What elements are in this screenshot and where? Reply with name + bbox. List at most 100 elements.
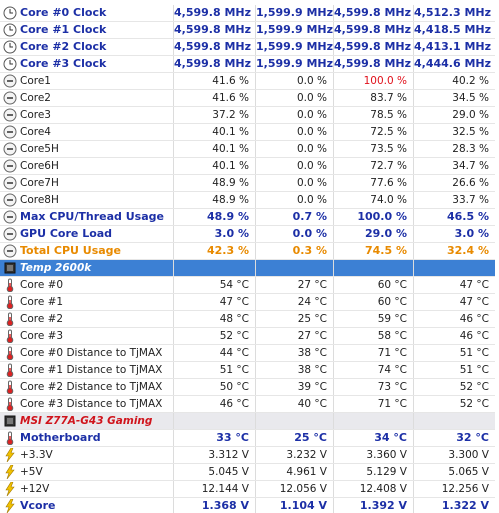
row-icon — [6, 312, 14, 326]
sensor-value: 4,599.8 MHz — [333, 38, 412, 55]
sensor-row: Total CPU Usage 42.3 % 0.3 % 74.5 % 32.4 % — [0, 242, 495, 260]
sensor-value: 5.045 V — [173, 463, 255, 480]
sensor-value: 0.3 % — [255, 242, 333, 259]
sensor-value: 1,599.9 MHz — [255, 38, 334, 55]
sensor-value: 1,599.9 MHz — [255, 21, 334, 38]
sensor-value: 40 °C — [255, 395, 333, 412]
sensor-value: 1,599.9 MHz — [255, 55, 334, 72]
sensor-row: GPU Core Load 3.0 % 0.0 % 29.0 % 3.0 % — [0, 225, 495, 243]
sensor-label: Core #3 Clock — [20, 56, 107, 70]
sensor-label: Core #0 — [20, 278, 64, 291]
row-icon — [3, 108, 17, 121]
sensor-row: Max CPU/Thread Usage 48.9 % 0.7 % 100.0 % 46… — [0, 208, 495, 226]
sensor-value: 48.9 % — [173, 208, 255, 225]
sensor-row: Core #2 48 °C 25 °C 59 °C 46 °C — [0, 310, 495, 328]
sensor-value: 24 °C — [255, 293, 333, 310]
sensor-value: 0.0 % — [255, 174, 333, 191]
sensor-value: 40.2 % — [413, 72, 495, 89]
sensor-value: 83.7 % — [333, 89, 413, 106]
row-icon — [3, 74, 17, 87]
row-icon — [5, 464, 15, 479]
sensor-value: 1.368 V — [173, 497, 255, 513]
sensor-value: 58 °C — [333, 327, 413, 344]
sensor-label: +5V — [20, 465, 43, 478]
sensor-row: Core #0 Distance to TjMAX 44 °C 38 °C 71 °C… — [0, 344, 495, 362]
sensor-label: Core #2 Clock — [20, 39, 107, 53]
row-icon — [4, 262, 16, 273]
sensor-label: Core #2 Distance to TjMAX — [20, 380, 163, 393]
sensor-value: 52 °C — [173, 327, 255, 344]
sensor-value: 27 °C — [255, 276, 333, 293]
sensor-value: 46 °C — [173, 395, 255, 412]
sensor-value: 100.0 % — [333, 72, 413, 89]
sensor-value: 74 °C — [333, 361, 413, 378]
sensor-row: Core #3 Clock 4,599.8 MHz 1,599.9 MHz 4,599… — [0, 55, 495, 73]
row-icon — [3, 91, 17, 104]
sensor-value: 1.104 V — [255, 497, 333, 513]
sensor-value: 40.1 % — [173, 140, 255, 157]
sensor-value: 71 °C — [333, 395, 413, 412]
sensor-value: 27 °C — [255, 327, 333, 344]
row-icon — [3, 244, 17, 257]
sensor-value: 37.2 % — [173, 106, 255, 123]
row-icon — [3, 159, 17, 172]
sensor-value: 46 °C — [413, 310, 495, 327]
sensor-row: Vcore 1.368 V 1.104 V 1.392 V 1.322 V — [0, 497, 495, 513]
row-icon — [6, 346, 14, 360]
row-icon — [6, 295, 14, 309]
sensor-value: 32 °C — [413, 429, 495, 446]
sensor-value: 4.961 V — [255, 463, 333, 480]
row-icon — [3, 176, 17, 189]
sensor-value: 26.6 % — [413, 174, 495, 191]
sensor-label: Core6H — [20, 159, 59, 172]
sensor-value: 41.6 % — [173, 89, 255, 106]
sensor-value — [413, 259, 495, 276]
sensor-row: Core #1 Clock 4,599.8 MHz 1,599.9 MHz 4,599… — [0, 21, 495, 39]
sensor-value: 4,599.8 MHz — [333, 4, 412, 21]
sensor-value — [173, 412, 255, 429]
sensor-label: Core5H — [20, 142, 59, 155]
sensor-value: 47 °C — [173, 293, 255, 310]
sensor-value: 5.065 V — [413, 463, 495, 480]
sensor-value: 47 °C — [413, 276, 495, 293]
sensor-value: 3.0 % — [173, 225, 255, 242]
sensor-label: Max CPU/Thread Usage — [20, 209, 164, 223]
sensor-value: 42.3 % — [173, 242, 255, 259]
sensor-label: GPU Core Load — [20, 226, 113, 240]
sensor-value: 4,599.8 MHz — [333, 55, 412, 72]
sensor-value: 74.5 % — [333, 242, 413, 259]
sensor-value — [333, 259, 413, 276]
sensor-row: +12V 12.144 V 12.056 V 12.408 V 12.256 V — [0, 480, 495, 498]
row-icon — [3, 40, 17, 53]
sensor-label: +12V — [20, 482, 50, 495]
sensor-value: 46 °C — [413, 327, 495, 344]
sensor-value: 4,413.1 MHz — [413, 38, 495, 55]
row-icon — [3, 227, 17, 240]
sensor-label: Core #2 — [20, 312, 64, 325]
sensor-row: Core #3 Distance to TjMAX 46 °C 40 °C 71 °C… — [0, 395, 495, 413]
sensor-value: 54 °C — [173, 276, 255, 293]
row-icon — [6, 363, 14, 377]
sensor-value — [255, 259, 333, 276]
sensor-value: 4,418.5 MHz — [413, 21, 495, 38]
sensor-value: 39 °C — [255, 378, 333, 395]
sensor-row: Temp 2600k — [0, 259, 495, 277]
sensor-row: Core #1 Distance to TjMAX 51 °C 38 °C 74 °C… — [0, 361, 495, 379]
sensor-value: 33.7 % — [413, 191, 495, 208]
row-icon — [6, 380, 14, 394]
row-icon — [3, 210, 17, 223]
sensor-value: 44 °C — [173, 344, 255, 361]
sensor-value: 71 °C — [333, 344, 413, 361]
sensor-value: 3.312 V — [173, 446, 255, 463]
sensor-value: 60 °C — [333, 276, 413, 293]
sensor-row: Core8H 48.9 % 0.0 % 74.0 % 33.7 % — [0, 191, 495, 209]
row-icon — [3, 142, 17, 155]
sensor-value: 0.0 % — [255, 157, 333, 174]
sensor-value — [255, 412, 333, 429]
sensor-row: Core4 40.1 % 0.0 % 72.5 % 32.5 % — [0, 123, 495, 141]
sensor-value: 12.144 V — [173, 480, 255, 497]
sensor-value: 4,599.8 MHz — [173, 38, 255, 55]
sensor-label: Core #1 — [20, 295, 64, 308]
sensor-label: Core #0 Distance to TjMAX — [20, 346, 163, 359]
